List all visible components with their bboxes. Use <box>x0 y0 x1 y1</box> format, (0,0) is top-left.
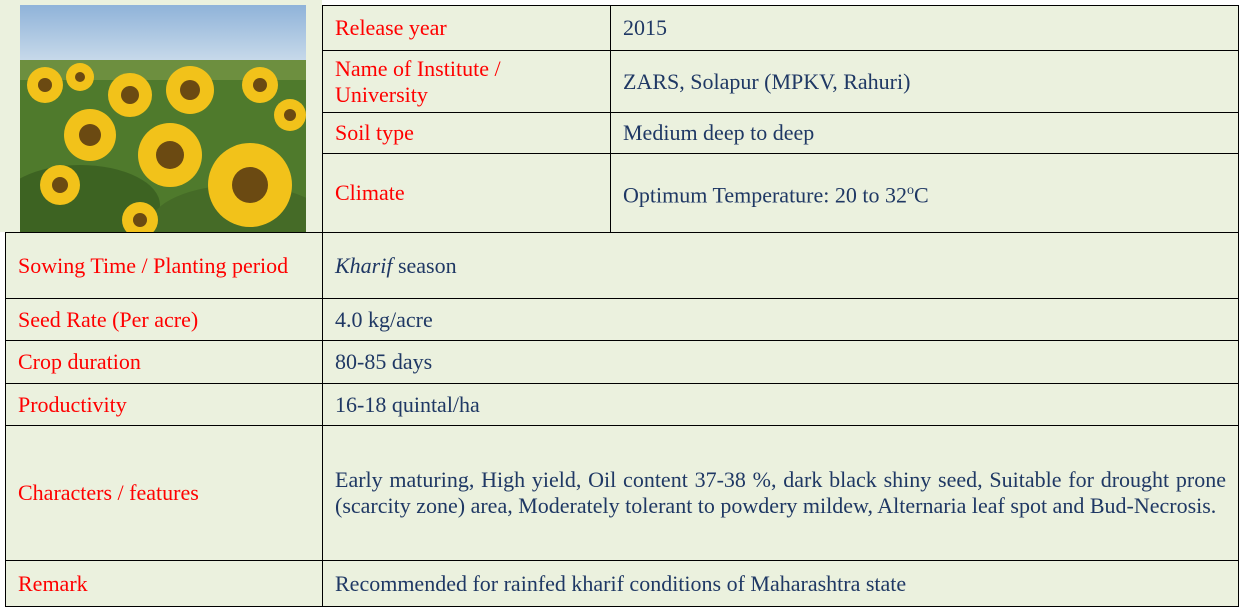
label-cell: Name of Institute / University <box>322 50 611 113</box>
cell-text: Crop duration <box>18 349 141 375</box>
cell-text: 80-85 days <box>335 349 432 375</box>
text: ZARS, Solapur (MPKV, Rahuri) <box>623 68 911 94</box>
text: Productivity <box>18 391 127 417</box>
label-cell: Climate <box>322 153 611 233</box>
cell-text: Characters / features <box>18 480 199 506</box>
value-cell: 2015 <box>610 5 1239 51</box>
value-cell: Medium deep to deep <box>610 112 1239 154</box>
label-cell: Crop duration <box>5 340 323 384</box>
text: Early maturing, High yield, Oil content … <box>335 467 1226 518</box>
text: Climate <box>335 180 405 205</box>
text: Remark <box>18 570 88 596</box>
text: Release year <box>335 15 447 40</box>
cell-text: 2015 <box>623 15 667 41</box>
cell-text: Name of Institute / University <box>335 56 598 108</box>
label-cell: Sowing Time / Planting period <box>5 232 323 299</box>
cell-text: Soil type <box>335 120 414 146</box>
text: Soil type <box>335 120 414 145</box>
text: Characters / features <box>18 480 199 505</box>
value-cell: 16-18 quintal/ha <box>322 383 1239 426</box>
cell-text: Remark <box>18 571 88 597</box>
text: Name of Institute / University <box>335 55 501 107</box>
text: 4.0 kg/acre <box>335 306 433 332</box>
value-cell: Optimum Temperature: 20 to 32oC <box>610 153 1239 233</box>
label-cell: Soil type <box>322 112 611 154</box>
cell-text: Optimum Temperature: 20 to 32oC <box>623 178 929 208</box>
value-cell: 4.0 kg/acre <box>322 298 1239 341</box>
text: C <box>914 182 929 208</box>
cell-text: Productivity <box>18 392 127 418</box>
text: Recommended for rainfed kharif condition… <box>335 570 907 596</box>
cell-text: Kharif season <box>335 253 457 279</box>
label-cell: Characters / features <box>5 425 323 561</box>
value-cell: Early maturing, High yield, Oil content … <box>322 425 1239 561</box>
value-cell: ZARS, Solapur (MPKV, Rahuri) <box>610 50 1239 113</box>
cell-text: Medium deep to deep <box>623 120 814 146</box>
cell-text: Sowing Time / Planting period <box>18 253 288 279</box>
value-cell: Kharif season <box>322 232 1239 299</box>
cell-text: 4.0 kg/acre <box>335 307 433 333</box>
label-cell: Seed Rate (Per acre) <box>5 298 323 341</box>
text: 2015 <box>623 15 667 40</box>
cell-text: Climate <box>335 180 405 206</box>
text: Crop duration <box>18 349 141 374</box>
text: 16-18 quintal/ha <box>335 391 480 417</box>
cell-text: Release year <box>335 15 447 41</box>
text: Seed Rate (Per acre) <box>18 306 199 332</box>
cell-text: Recommended for rainfed kharif condition… <box>335 571 906 597</box>
cell-text: Early maturing, High yield, Oil content … <box>335 467 1226 519</box>
text: 80-85 days <box>335 349 433 374</box>
text: Optimum Temperature: 20 to 32 <box>623 182 908 208</box>
cell-text: ZARS, Solapur (MPKV, Rahuri) <box>623 69 910 95</box>
text: season <box>392 252 457 278</box>
text: o <box>907 182 915 198</box>
text: Kharif <box>335 252 393 278</box>
label-cell: Remark <box>5 560 323 607</box>
label-cell: Release year <box>322 5 611 51</box>
text: Sowing Time / Planting period <box>18 252 289 278</box>
cell-text: 16-18 quintal/ha <box>335 392 480 418</box>
value-cell: Recommended for rainfed kharif condition… <box>322 560 1239 607</box>
value-cell: 80-85 days <box>322 340 1239 384</box>
label-cell: Productivity <box>5 383 323 426</box>
cell-text: Seed Rate (Per acre) <box>18 307 198 333</box>
sunflower-photo <box>20 5 306 255</box>
text: Medium deep to deep <box>623 120 815 145</box>
